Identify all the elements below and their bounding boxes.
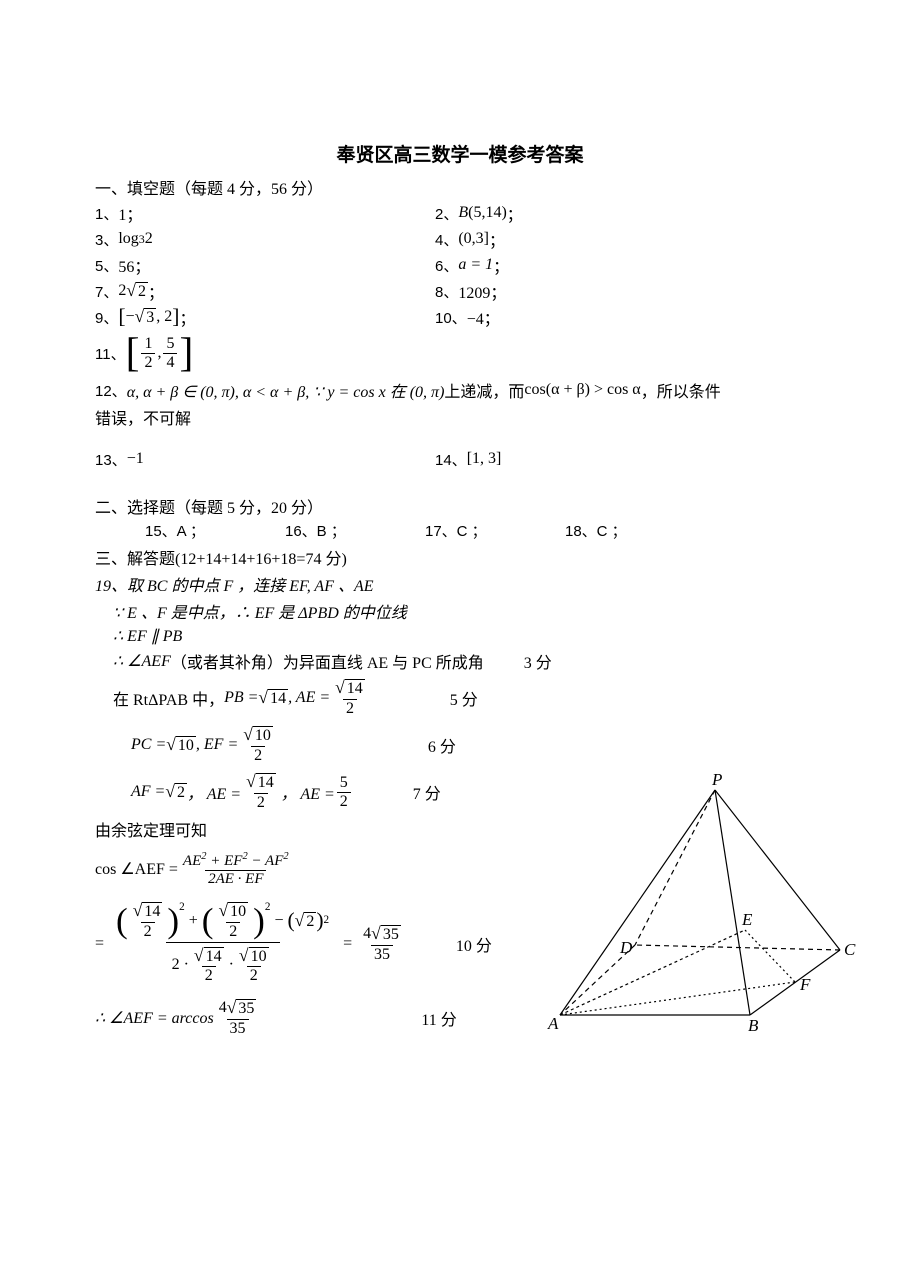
q5-ans: 56； — [118, 253, 150, 277]
q7-num: 7、 — [95, 281, 118, 302]
q4-num: 4、 — [435, 229, 458, 250]
q6-punct: ； — [493, 253, 509, 277]
q7: 7、 2√2 ； — [95, 279, 435, 303]
score-5: 5 分 — [450, 686, 478, 710]
section-a-header: 一、填空题（每题 4 分，56 分） — [95, 175, 825, 199]
p19-l6: PC = √10 , EF = √102 6 分 — [95, 723, 825, 767]
mc-16: 16、B ； — [285, 520, 425, 541]
label-D: D — [619, 938, 633, 957]
p19-l3: ∴ EF ∥ PB — [95, 626, 825, 646]
p19-l5: 在 RtΔPAB 中， PB = √14 , AE = √142 5 分 — [95, 676, 825, 720]
q9-sqrt: √3 — [135, 308, 157, 327]
q11-lb: [ — [126, 336, 140, 369]
q1-num: 1、 — [95, 203, 118, 224]
score-11: 11 分 — [421, 1006, 456, 1030]
score-10: 10 分 — [456, 932, 492, 956]
q12-t1: α, α + β ∈ (0, π), α < α + β, ∵ y = cos … — [127, 378, 445, 402]
q2-num: 2、 — [435, 203, 458, 224]
q8: 8、 1209； — [435, 279, 825, 303]
label-A: A — [547, 1014, 559, 1033]
q1-ans: 1； — [118, 201, 142, 225]
q10-num: 10、 — [435, 307, 467, 328]
q9-punct: ； — [179, 305, 195, 329]
label-E: E — [741, 910, 753, 929]
label-P: P — [711, 770, 722, 789]
score-3: 3 分 — [524, 649, 552, 673]
q11-num: 11、 — [95, 343, 126, 364]
p19-l2: ∵ E 、F 是中点，∴ EF 是 ΔPBD 的中位线 — [95, 599, 825, 623]
label-F: F — [799, 975, 811, 994]
q5: 5、 56； — [95, 253, 435, 277]
q9-lb: [ — [118, 307, 125, 326]
q12-t5: 错误，不可解 — [95, 405, 191, 429]
q3-arg: 2 — [145, 230, 153, 248]
mc-18: 18、C ； — [565, 520, 705, 541]
q9-rb: ] — [172, 307, 179, 326]
q13: 13、 −1 — [95, 449, 435, 470]
q6-num: 6、 — [435, 255, 458, 276]
q13-num: 13、 — [95, 449, 127, 470]
q1: 1、 1； — [95, 201, 435, 225]
mc-15: 15、A ； — [145, 520, 285, 541]
q12-t4: ，所以条件 — [641, 378, 721, 402]
q12-t2: 上递减，而 — [444, 378, 524, 402]
q11-frac1: 12 — [141, 336, 155, 371]
q8-ans: 1209； — [458, 279, 506, 303]
page-title: 奉贤区高三数学一模参考答案 — [95, 140, 825, 167]
q7-pre: 2 — [118, 282, 126, 300]
label-B: B — [748, 1016, 759, 1035]
q4: 4、 (0,3] ； — [435, 227, 825, 251]
q4-ans: (0,3] — [458, 230, 489, 248]
q14-num: 14、 — [435, 449, 467, 470]
pyramid-diagram: P A B C D E F — [520, 765, 860, 1045]
score-6: 6 分 — [428, 733, 456, 757]
section-b-header: 二、选择题（每题 5 分，20 分） — [95, 494, 825, 518]
score-7: 7 分 — [413, 780, 441, 804]
q9: 9、 [ −√3, 2 ] ； — [95, 305, 435, 329]
q10: 10、 −4； — [435, 305, 825, 329]
q3-num: 3、 — [95, 229, 118, 250]
mc-row: 15、A ； 16、B ； 17、C ； 18、C ； — [95, 520, 825, 541]
q14: 14、 [1, 3] — [435, 449, 825, 470]
q2: 2、 B (5,14) ； — [435, 201, 825, 225]
p19-l1: 19、取 BC 的中点 F ，连接 EF, AF 、AE — [95, 572, 825, 596]
q11-frac2: 54 — [163, 336, 177, 371]
q6: 6、 a = 1 ； — [435, 253, 825, 277]
q5-num: 5、 — [95, 255, 118, 276]
q12-num: 12、 — [95, 380, 127, 401]
q9-rest: , 2 — [156, 308, 172, 326]
q11-rb: ] — [179, 336, 193, 369]
q7-punct: ； — [148, 279, 164, 303]
q11: 11、 [ 12 , 54 ] — [95, 336, 435, 371]
q2-ans-tuple: (5,14) — [468, 204, 507, 222]
q12-line2: 错误，不可解 — [95, 405, 825, 429]
p19-l4: ∴ ∠AEF （或者其补角）为异面直线 AE 与 PC 所成角 3 分 — [95, 649, 825, 673]
q14-ans: [1, 3] — [467, 450, 502, 468]
q2-punct: ； — [507, 201, 523, 225]
q3-log: log — [118, 230, 138, 248]
label-C: C — [844, 940, 856, 959]
q2-ans-letter: B — [458, 204, 468, 222]
q12-t3: cos(α + β) > cos α — [524, 381, 640, 399]
q6-ans: a = 1 — [458, 256, 493, 274]
mc-17: 17、C ； — [425, 520, 565, 541]
q7-sqrt: √2 — [126, 282, 148, 301]
q12-line1: 12、 α, α + β ∈ (0, π), α < α + β, ∵ y = … — [95, 378, 825, 402]
q9-num: 9、 — [95, 307, 118, 328]
q3: 3、 log3 2 — [95, 229, 435, 250]
q8-num: 8、 — [435, 281, 458, 302]
q10-ans: −4； — [467, 305, 500, 329]
q4-punct: ； — [489, 227, 505, 251]
section-c-header: 三、解答题(12+14+14+16+18=74 分) — [95, 545, 825, 569]
q13-ans: −1 — [127, 450, 144, 468]
